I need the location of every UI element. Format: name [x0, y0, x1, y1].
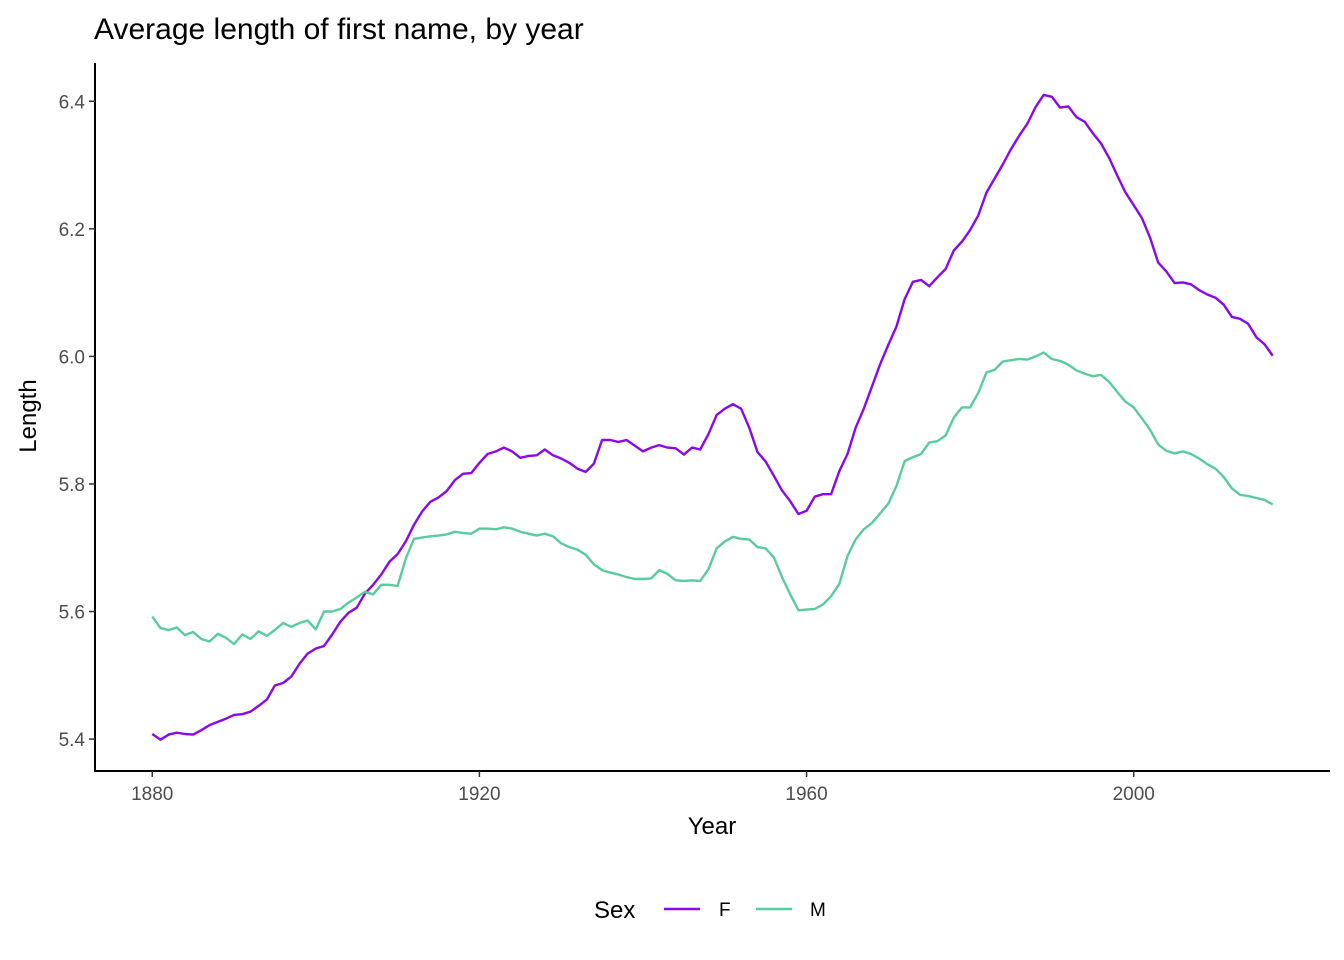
y-tick-label: 6.0: [59, 347, 85, 368]
series-line-f: [151, 93, 1274, 741]
x-axis-title: Year: [688, 813, 737, 840]
series-line-m: [151, 351, 1274, 646]
legend: Sex F M: [594, 897, 826, 924]
y-tick-label: 5.6: [59, 603, 85, 624]
series-layer: [151, 93, 1274, 741]
legend-label-m: M: [810, 900, 826, 921]
y-tick-label: 5.8: [59, 475, 85, 496]
y-tick-label: 6.4: [59, 92, 86, 113]
chart-title: Average length of first name, by year: [94, 13, 584, 46]
x-tick-label: 1960: [785, 784, 827, 805]
x-tick-label: 1880: [131, 784, 173, 805]
x-ticks: 1880 1920 1960 2000: [131, 771, 1155, 805]
y-tick-label: 6.2: [59, 220, 85, 241]
legend-title: Sex: [594, 897, 635, 924]
y-ticks: 5.4 5.6 5.8 6.0 6.2 6.4: [59, 92, 95, 751]
x-tick-label: 1920: [458, 784, 500, 805]
x-tick-label: 2000: [1113, 784, 1155, 805]
y-tick-label: 5.4: [59, 730, 86, 751]
y-axis-title: Length: [15, 379, 42, 452]
legend-label-f: F: [719, 900, 731, 921]
